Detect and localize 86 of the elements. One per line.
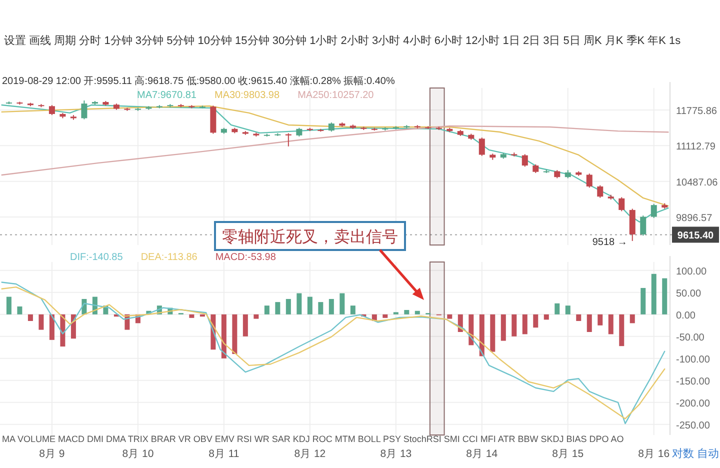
bar [500, 314, 506, 341]
bar [6, 296, 12, 314]
bar [414, 310, 420, 314]
text: 对数 自动 [672, 447, 719, 460]
bar [28, 314, 33, 321]
text: DEA:-113.86 [140, 252, 198, 263]
text: 2019-08-29 12:00 开:9595.11 高:9618.75 低:9580.00 收:9615.40 涨幅:0.28% 振幅:0.40% [2, 75, 395, 87]
candlestick [285, 132, 292, 147]
text: MA250:10257.20 [298, 90, 374, 101]
x-tick-label: 8月 13 [380, 448, 412, 460]
bar [608, 314, 614, 334]
candlestick [48, 104, 55, 116]
x-tick-label: 8月 14 [466, 448, 498, 460]
candlestick [328, 122, 334, 132]
bar [404, 310, 410, 314]
bar [254, 314, 259, 319]
bar [307, 296, 312, 314]
bar [382, 314, 388, 318]
annotation: 9518 → [592, 236, 628, 248]
text: 设置 画线 周期 分时 1分钟 3分钟 5分钟 10分钟 15分钟 30分钟 1小时 2小时 3小时 4小时 6小时 12小时 1日 2日 3日 5日 周K 月K 季K 年K 1s [4, 34, 682, 47]
candlestick [478, 137, 485, 156]
bar [200, 314, 205, 317]
bar [49, 314, 54, 340]
bar [221, 314, 226, 358]
y-tick-label: 100.00 [676, 266, 708, 278]
bar [533, 314, 538, 328]
bar [286, 298, 291, 314]
bar [662, 278, 668, 314]
bar [328, 298, 334, 314]
x-tick-label: 8月 12 [294, 448, 326, 460]
x-tick-label: 8月 15 [552, 448, 584, 460]
y-tick-label: 50.00 [676, 288, 702, 300]
bar [522, 314, 528, 334]
y-tick-label: -250.00 [676, 420, 710, 432]
y-tick-label: 10487.06 [676, 177, 718, 188]
y-tick-label: -200.00 [676, 398, 710, 410]
candlestick [618, 196, 625, 212]
bar [340, 293, 345, 314]
candlestick [522, 154, 528, 168]
y-tick-label: -50.00 [676, 332, 705, 344]
bar [630, 314, 635, 324]
x-tick-label: 8月 11 [208, 448, 240, 460]
bar [576, 314, 582, 321]
bar [640, 288, 646, 314]
x-tick-label: 8月 9 [39, 448, 65, 460]
bar [242, 314, 248, 336]
annotation: 零轴附近死叉，卖出信号 [222, 228, 398, 246]
y-tick-label: 11775.86 [676, 106, 718, 118]
bar [598, 314, 603, 326]
y-tick-label: 9896.57 [676, 212, 713, 224]
bar [296, 293, 302, 314]
bar [512, 314, 517, 336]
candlestick [586, 173, 592, 188]
x-tick-label: 8月 16 [638, 448, 670, 460]
bar [544, 314, 549, 320]
text: DIF:-140.85 [70, 252, 124, 263]
bar [264, 306, 270, 314]
bar [447, 314, 452, 319]
series-label: MA7:9670.81 [137, 90, 197, 101]
bar [38, 314, 44, 330]
bar [490, 314, 496, 352]
bar [318, 302, 324, 314]
bar [17, 306, 22, 314]
text: MACD:-53.98 [215, 252, 276, 263]
bar [189, 314, 194, 318]
bar [651, 274, 656, 314]
bar [565, 306, 570, 314]
annotation: MA VOLUME MACD DMI DMA TRIX BRAR VR OBV EMV RSI WR SAR KDJ ROC MTM BOLL PSY StochRSI SMI CCI MFI ATR BBW SKDJ BIAS DPO AO [2, 434, 624, 444]
y-tick-label: -150.00 [676, 376, 710, 388]
bar [479, 314, 484, 356]
ref-line-label: 9615.40 [677, 230, 714, 242]
candlestick [597, 184, 604, 198]
bar [350, 306, 356, 314]
y-tick-label: 0.00 [676, 310, 696, 322]
candlestick [640, 215, 646, 236]
bar [619, 314, 624, 346]
x-tick-label: 8月 10 [122, 448, 154, 460]
bar [232, 314, 238, 354]
y-tick-label: -100.00 [676, 354, 710, 366]
y-tick-label: 11112.79 [676, 142, 716, 153]
candlestick [650, 203, 657, 219]
series-label: MA30:9803.98 [214, 90, 280, 101]
bar [275, 302, 280, 314]
bar [554, 303, 560, 314]
bar [586, 314, 592, 332]
candlestick [81, 100, 88, 120]
